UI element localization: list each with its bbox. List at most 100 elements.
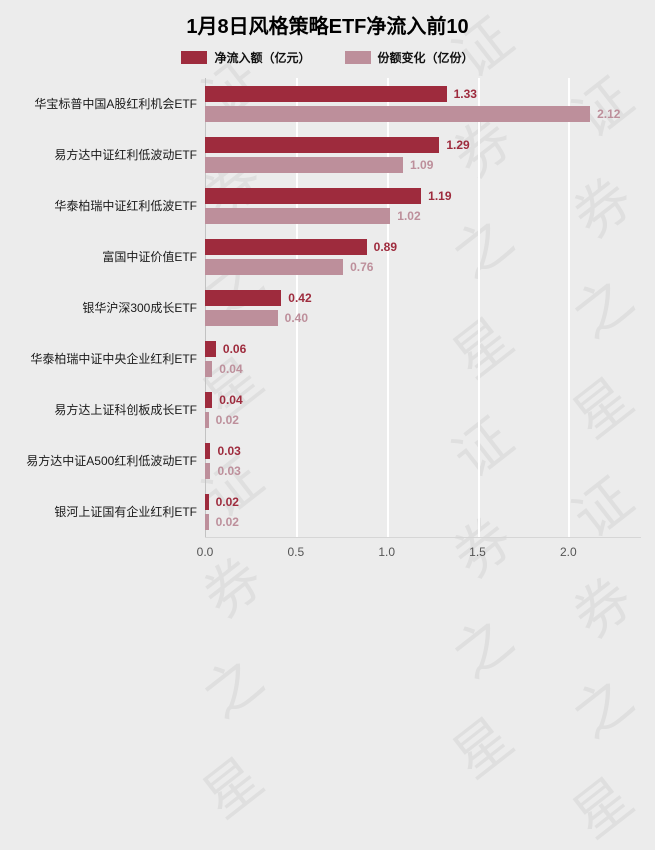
bar-value-label: 0.04	[219, 362, 243, 376]
bar-group: 0.06 0.04	[205, 333, 641, 384]
bar-line: 0.76	[205, 259, 641, 275]
bar-line: 0.42	[205, 290, 641, 306]
legend-marker-net-inflow	[181, 51, 208, 64]
legend-item-net-inflow: 净流入额（亿元）	[181, 49, 311, 66]
bar-line: 0.40	[205, 310, 641, 326]
bar-line: 0.04	[205, 361, 641, 377]
bar-value-label: 0.40	[284, 311, 309, 325]
bar-value-label: 0.03	[217, 464, 241, 478]
axis-zero-line	[205, 78, 206, 537]
bar-value-label: 0.89	[373, 240, 398, 254]
bar-line: 0.02	[205, 412, 641, 428]
chart-body: 华宝标普中国A股红利机会ETF 易方达中证红利低波动ETF 华泰柏瑞中证红利低波ET…	[0, 78, 655, 537]
bar-line: 1.19	[205, 188, 641, 204]
bar	[205, 392, 213, 408]
watermark-char: 券	[561, 565, 645, 650]
bar	[205, 514, 209, 530]
bar-value-label: 1.33	[453, 87, 477, 101]
watermark-char: 之	[441, 605, 525, 690]
bar-value-label: 1.09	[410, 158, 434, 172]
bar	[205, 157, 404, 173]
bar	[205, 188, 422, 204]
bar-group: 1.33 2.12	[205, 78, 641, 129]
bar	[205, 412, 209, 428]
bar-group: 0.03 0.03	[205, 435, 641, 486]
bar	[205, 443, 211, 459]
bar-value-label: 0.06	[222, 342, 247, 356]
bar-value-label: 0.03	[217, 444, 241, 458]
gridline	[477, 78, 480, 537]
watermark-char: 之	[191, 645, 275, 730]
bar-line: 2.12	[205, 106, 641, 122]
bar	[205, 239, 367, 255]
category-label: 华泰柏瑞中证中央企业红利ETF	[30, 352, 197, 366]
bar-line: 0.04	[205, 392, 641, 408]
bar-line: 0.02	[205, 494, 641, 510]
category-label: 易方达上证科创板成长ETF	[54, 403, 197, 417]
legend-label-net-inflow: 净流入额（亿元）	[214, 51, 311, 65]
bar-group: 0.42 0.40	[205, 282, 641, 333]
category-label: 易方达中证红利低波动ETF	[54, 148, 197, 162]
bar-line: 0.03	[205, 463, 641, 479]
chart-title: 1月8日风格策略ETF净流入前10	[186, 16, 469, 38]
bar-group: 0.89 0.76	[205, 231, 641, 282]
bar-value-label: 0.02	[215, 413, 239, 427]
category-label: 华宝标普中国A股红利机会ETF	[34, 97, 197, 111]
bar-line: 0.02	[205, 514, 641, 530]
bar	[205, 494, 209, 510]
bar-value-label: 0.02	[215, 515, 239, 529]
gridline	[295, 78, 298, 537]
bar	[205, 106, 591, 122]
category-label: 银河上证国有企业红利ETF	[54, 505, 197, 519]
bar-line: 0.06	[205, 341, 641, 357]
bar-group: 0.02 0.02	[205, 486, 641, 537]
bar-group: 1.19 1.02	[205, 180, 641, 231]
bar-value-label: 0.04	[219, 393, 243, 407]
bar-value-label: 0.76	[350, 260, 374, 274]
bar	[205, 259, 344, 275]
legend-marker-share-change	[344, 51, 371, 64]
gridline	[386, 78, 389, 537]
x-tick-label: 2.0	[559, 545, 577, 559]
bar-line: 1.29	[205, 137, 641, 153]
bar-line: 1.09	[205, 157, 641, 173]
bar	[205, 463, 211, 479]
x-tick-label: 1.0	[378, 545, 395, 559]
bar	[205, 290, 282, 306]
bar	[205, 341, 216, 357]
bar-group: 1.29 1.09	[205, 129, 641, 180]
x-axis: 0.0 0.5 1.0 1.5 2.0	[197, 537, 641, 564]
category-label: 银华沪深300成长ETF	[82, 301, 197, 315]
bar	[205, 361, 213, 377]
bar-line: 1.02	[205, 208, 641, 224]
bar	[205, 86, 447, 102]
watermark-char: 之	[561, 665, 645, 750]
watermark-char: 星	[191, 745, 275, 830]
legend-item-share-change: 份额变化（亿份）	[344, 49, 474, 66]
bar-value-label: 1.19	[428, 189, 452, 203]
legend-label-share-change: 份额变化（亿份）	[377, 51, 474, 65]
x-tick-label: 0.5	[287, 545, 305, 559]
category-label: 富国中证价值ETF	[102, 250, 197, 264]
x-tick-label: 0.0	[196, 545, 214, 559]
bar	[205, 208, 391, 224]
gridline	[568, 78, 571, 537]
bar-group: 0.04 0.02	[205, 384, 641, 435]
legend: 净流入额（亿元） 份额变化（亿份）	[0, 49, 655, 66]
watermark-char: 星	[561, 765, 645, 850]
bar-value-label: 1.29	[446, 138, 470, 152]
bar-value-label: 0.02	[215, 495, 239, 509]
category-label: 华泰柏瑞中证红利低波ETF	[54, 199, 197, 213]
watermark-char: 星	[441, 705, 525, 790]
bar-line: 0.89	[205, 239, 641, 255]
bar-line: 0.03	[205, 443, 641, 459]
x-tick-label: 1.5	[469, 545, 486, 559]
plot-area: 1.33 2.12 1.29 1.09 1.19 1.02 0.89 0.76 0.42 0.40…	[205, 78, 641, 537]
category-label: 易方达中证A500红利低波动ETF	[26, 454, 197, 468]
bar-value-label: 2.12	[597, 107, 621, 121]
bar-line: 1.33	[205, 86, 641, 102]
bar-value-label: 1.02	[397, 209, 421, 223]
category-labels: 华宝标普中国A股红利机会ETF 易方达中证红利低波动ETF 华泰柏瑞中证红利低波ET…	[0, 78, 205, 537]
bar	[205, 310, 278, 326]
